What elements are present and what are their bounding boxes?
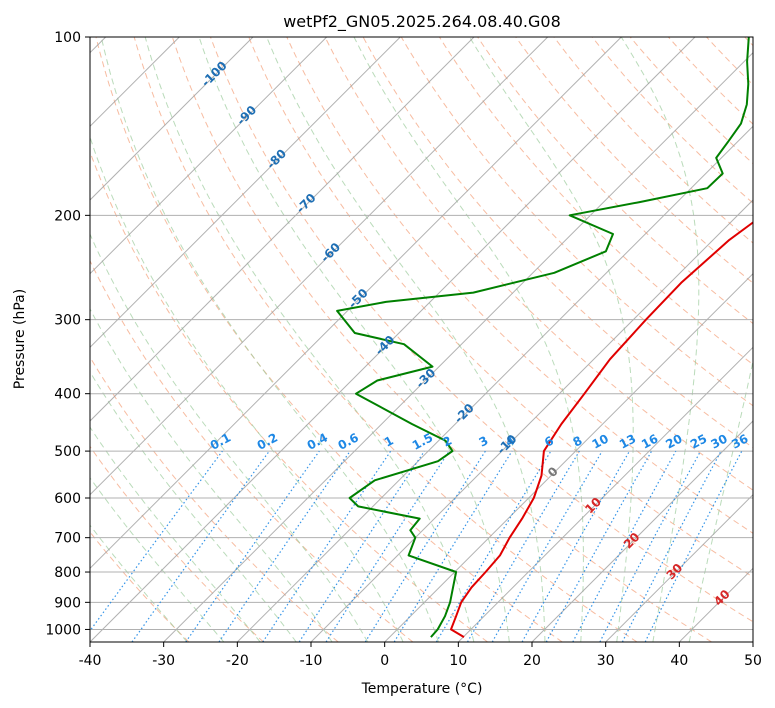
dry-adiabat-line [477, 37, 753, 325]
x-tick-label: 50 [744, 653, 762, 669]
mixing-ratio-line [364, 450, 486, 642]
moist-adiabat-line [90, 476, 225, 642]
x-tick-label: -30 [152, 653, 175, 669]
mixing-ratio-label: 13 [617, 431, 638, 451]
isotherm-line [90, 37, 328, 275]
mixing-ratio-line [185, 450, 320, 642]
isotherm-line [310, 199, 753, 642]
dry-adiabat-line [171, 37, 712, 642]
isotherm-line [90, 37, 549, 496]
x-tick-label: -20 [226, 653, 249, 669]
background-lines [90, 37, 753, 642]
dry-adiabat-line [95, 37, 563, 642]
mixing-ratio-label: 20 [663, 431, 684, 451]
dry-adiabat-line [324, 37, 753, 491]
dry-adiabat-line [591, 37, 753, 204]
mixing-ratio-line [325, 450, 450, 642]
isotherm-line [384, 272, 753, 642]
mixing-ratio-label: 25 [688, 431, 709, 451]
y-tick-label: 200 [54, 208, 81, 224]
isotherm-line [605, 493, 753, 642]
mixing-ratio-line [131, 450, 270, 642]
dry-adiabat-line [133, 37, 638, 642]
x-tick-label: 40 [670, 653, 688, 669]
mixing-ratio-line [491, 450, 603, 642]
mixing-ratio-line [90, 450, 223, 632]
dry-adiabat-line [210, 37, 753, 623]
dry-adiabat-line [629, 37, 753, 165]
y-tick-label: 1000 [45, 622, 81, 638]
y-tick-label: 100 [54, 30, 81, 46]
moist-adiabat-line [90, 426, 261, 642]
isotherm-line [90, 37, 254, 201]
y-tick-label: 600 [54, 491, 81, 507]
isotherm-line [90, 37, 622, 570]
moist-adiabat-line [198, 37, 510, 642]
mixing-ratio-line [218, 450, 351, 642]
sounding-profiles [336, 37, 753, 638]
dry-adiabat-line [248, 37, 753, 578]
moist-adiabat-line [90, 524, 188, 642]
dry-adiabat-line [90, 445, 264, 642]
mixing-ratio-line [521, 450, 631, 642]
dry-adiabat-line [90, 259, 414, 642]
x-axis-ticks: -40 -30 -20 -10 0 10 20 30 40 50 [79, 642, 762, 669]
moist-adiabat-line [90, 135, 404, 642]
x-tick-label: 30 [597, 653, 615, 669]
dry-adiabat-line [400, 37, 753, 407]
mixing-ratio-line [435, 450, 552, 642]
x-tick-label: -40 [79, 653, 102, 669]
moist-adiabat-line [90, 370, 297, 642]
x-tick-label: 0 [380, 653, 389, 669]
isotherm-line [752, 641, 753, 642]
dewpoint-profile-line [336, 37, 750, 638]
y-tick-label: 900 [54, 595, 81, 611]
isotherm-line [90, 37, 401, 349]
moist-adiabat-line [266, 37, 546, 642]
mixing-ratio-line [545, 450, 653, 642]
y-tick-label: 500 [54, 444, 81, 460]
mixing-ratio-line [466, 450, 580, 642]
x-tick-label: -10 [300, 653, 323, 669]
x-tick-label: 10 [449, 653, 467, 669]
mixing-ratio-label: 30 [708, 431, 729, 451]
isotherm-line [90, 37, 696, 642]
isotherm-line [90, 37, 475, 422]
chart-title: wetPf2_GN05.2025.264.08.40.G08 [283, 12, 561, 32]
moist-adiabat-line [90, 232, 369, 642]
plot-frame [89, 36, 754, 643]
isotherm-line [531, 420, 753, 642]
y-axis-title: Pressure (hPa) [12, 289, 28, 389]
mixing-ratio-label: 36 [729, 431, 750, 451]
x-tick-label: 20 [523, 653, 541, 669]
isotherm-line [236, 125, 753, 642]
moist-adiabat-line [620, 37, 700, 642]
moist-adiabat-line [90, 308, 333, 642]
isotherm-line [457, 346, 753, 642]
moist-adiabat-line [353, 37, 584, 642]
y-axis-ticks: 100 200 300 400 500 600 700 800 900 1000 [45, 30, 90, 638]
mixing-ratio-label: 10 [590, 431, 611, 451]
temperature-profile-line [450, 221, 753, 638]
mixing-ratio-label: 16 [639, 431, 660, 451]
y-tick-label: 300 [54, 313, 81, 329]
moist-adiabat-line [100, 37, 439, 642]
moist-adiabat-line [688, 358, 753, 642]
y-tick-label: 800 [54, 565, 81, 581]
x-axis-title: Temperature (°C) [361, 681, 483, 697]
isotherm-line [163, 51, 753, 642]
mixing-ratio-line [393, 450, 513, 642]
dry-adiabat-line [515, 37, 753, 284]
plot-background [90, 37, 753, 642]
y-tick-label: 400 [54, 387, 81, 403]
y-tick-label: 700 [54, 531, 81, 547]
mixing-ratio-line [572, 450, 677, 642]
